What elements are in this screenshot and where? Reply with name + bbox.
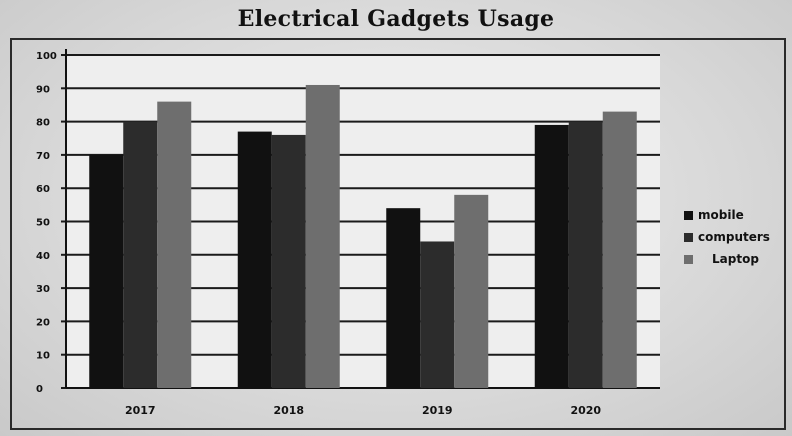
bar-laptop-2019 <box>454 194 489 388</box>
bar-mobile-2020 <box>534 124 569 389</box>
legend-swatch <box>684 254 693 264</box>
y-tick-label: 40 <box>36 251 50 262</box>
bar-computers-2020 <box>568 121 603 388</box>
legend-item-computers: computers <box>684 226 784 248</box>
bar-laptop-2020 <box>602 111 637 389</box>
bar-computers-2019 <box>420 241 455 388</box>
chart-title: Electrical Gadgets Usage <box>237 6 555 32</box>
y-tick-label: 100 <box>36 51 57 62</box>
legend-label: mobile <box>698 208 744 222</box>
bar-mobile-2017 <box>89 154 124 388</box>
y-tick-label: 30 <box>36 284 50 295</box>
chart-frame <box>10 38 786 430</box>
x-tick-label: 2020 <box>570 404 601 417</box>
chart-legend: mobile computers Laptop <box>684 204 784 270</box>
legend-swatch <box>684 210 693 220</box>
x-tick-label: 2017 <box>125 404 156 417</box>
y-tick-label: 10 <box>36 351 50 362</box>
legend-item-laptop: Laptop <box>684 248 784 270</box>
legend-swatch <box>684 232 693 242</box>
bar-mobile-2019 <box>386 208 421 388</box>
bar-computers-2017 <box>123 121 158 388</box>
y-tick-label: 0 <box>36 384 43 395</box>
bar-laptop-2017 <box>157 101 192 389</box>
bar-computers-2018 <box>271 134 306 388</box>
y-tick-label: 20 <box>36 317 50 328</box>
bar-mobile-2018 <box>237 131 272 388</box>
y-tick-label: 80 <box>36 118 50 129</box>
y-tick-label: 50 <box>36 218 50 229</box>
legend-item-mobile: mobile <box>684 204 784 226</box>
y-tick-label: 90 <box>36 84 50 95</box>
x-tick-label: 2019 <box>422 404 453 417</box>
x-tick-label: 2018 <box>273 404 304 417</box>
bar-laptop-2018 <box>305 84 340 388</box>
y-tick-label: 70 <box>36 151 50 162</box>
y-tick-label: 60 <box>36 184 50 195</box>
legend-label: Laptop <box>712 252 759 266</box>
legend-label: computers <box>698 230 770 244</box>
